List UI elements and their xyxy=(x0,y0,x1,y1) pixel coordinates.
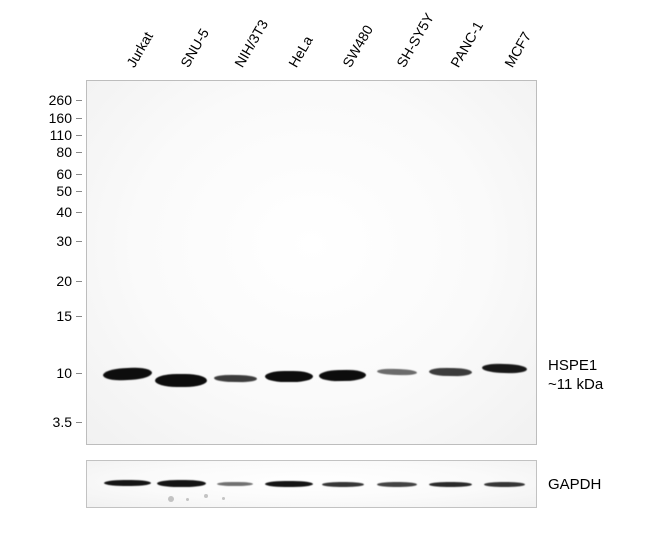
mw-marker-label: 160 xyxy=(49,110,72,126)
protein-band xyxy=(484,482,524,487)
mw-marker-tick xyxy=(76,373,82,374)
mw-marker-tick xyxy=(76,281,82,282)
mw-marker-label: 60 xyxy=(56,166,72,182)
membrane-artifact xyxy=(204,494,208,498)
mw-marker-label: 80 xyxy=(56,144,72,160)
lane-label: SNU-5 xyxy=(177,26,212,70)
target-size: ~11 kDa xyxy=(548,376,603,393)
protein-band xyxy=(104,480,151,486)
membrane-artifact xyxy=(168,496,174,502)
mw-marker-label: 20 xyxy=(56,273,72,289)
lane-label: NIH/3T3 xyxy=(231,17,271,70)
lane-label: MCF7 xyxy=(502,29,535,70)
lane-label: Jurkat xyxy=(123,29,156,70)
western-blot-figure: Jurkat SNU-5 NIH/3T3 HeLa SW480 SH-SY5Y PANC-1… xyxy=(0,0,650,538)
mw-marker-label: 30 xyxy=(56,233,72,249)
protein-band xyxy=(157,480,206,487)
protein-band xyxy=(322,482,365,487)
mw-marker-tick xyxy=(76,152,82,153)
mw-marker-label: 260 xyxy=(49,92,72,108)
target-name-label: HSPE1 ~11 kDa xyxy=(548,357,603,393)
protein-band xyxy=(265,481,312,487)
protein-band xyxy=(429,482,472,487)
mw-marker-tick xyxy=(76,422,82,423)
mw-marker-tick xyxy=(76,100,82,101)
mw-marker-tick xyxy=(76,135,82,136)
loading-control-label: GAPDH xyxy=(548,476,601,493)
hspe1-blot-membrane xyxy=(86,80,537,445)
mw-marker-label: 50 xyxy=(56,183,72,199)
lane-label: HeLa xyxy=(285,33,316,70)
lane-label: PANC-1 xyxy=(447,18,486,70)
protein-band xyxy=(155,374,207,387)
membrane-artifact xyxy=(222,497,225,500)
mw-marker-label: 110 xyxy=(50,127,72,143)
membrane-background xyxy=(87,81,536,444)
lane-labels-group: Jurkat SNU-5 NIH/3T3 HeLa SW480 SH-SY5Y PANC-1… xyxy=(96,0,547,80)
protein-band xyxy=(217,482,253,486)
mw-marker-label: 40 xyxy=(56,204,72,220)
mw-marker-tick xyxy=(76,316,82,317)
target-name: HSPE1 xyxy=(548,357,603,374)
molecular-weight-ladder: 260 16011080 6050 40 30 20 15 10 3.5 xyxy=(0,80,82,445)
mw-marker-label: 3.5 xyxy=(53,414,72,430)
mw-marker-tick xyxy=(76,174,82,175)
gapdh-blot-membrane xyxy=(86,460,537,508)
mw-marker-tick xyxy=(76,118,82,119)
protein-band xyxy=(265,371,312,382)
mw-marker-label: 10 xyxy=(56,365,72,381)
lane-label: SH-SY5Y xyxy=(393,10,437,70)
mw-marker-tick xyxy=(76,241,82,242)
protein-band xyxy=(377,482,417,487)
mw-marker-tick xyxy=(76,191,82,192)
lane-label: SW480 xyxy=(339,22,376,70)
mw-marker-tick xyxy=(76,212,82,213)
membrane-artifact xyxy=(186,498,189,501)
mw-marker-label: 15 xyxy=(56,308,72,324)
